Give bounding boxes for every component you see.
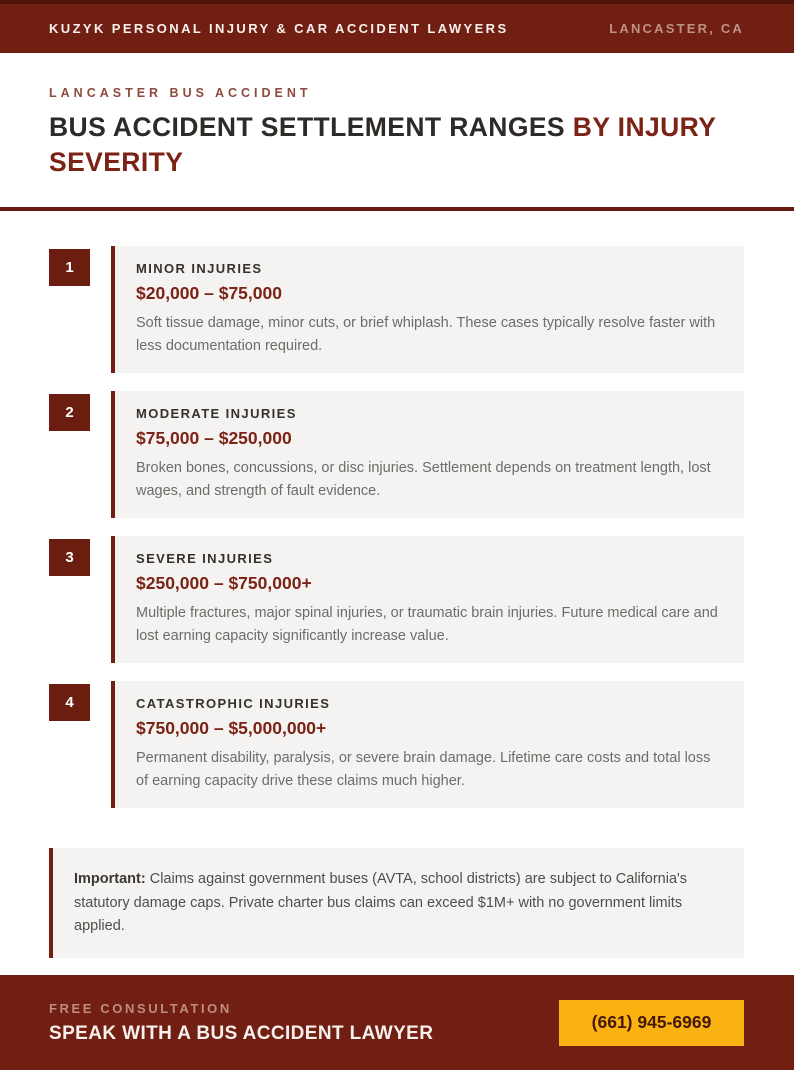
item-card: MODERATE INJURIES $75,000 – $250,000 Bro… — [111, 391, 744, 518]
footer-cta-bar: FREE CONSULTATION SPEAK WITH A BUS ACCID… — [0, 975, 794, 1070]
item-settlement-range: $20,000 – $75,000 — [136, 283, 282, 303]
item-title: MODERATE INJURIES — [136, 406, 297, 421]
item-card: MINOR INJURIES $20,000 – $75,000 Soft ti… — [111, 246, 744, 373]
item-description: Permanent disability, paralysis, or seve… — [136, 750, 711, 789]
page-title: BUS ACCIDENT SETTLEMENT RANGES BY INJURY… — [49, 110, 744, 180]
note-label: Important: — [74, 871, 146, 887]
phone-number-button[interactable]: (661) 945-6969 — [559, 999, 744, 1046]
footer-text-block: FREE CONSULTATION SPEAK WITH A BUS ACCID… — [49, 1001, 433, 1045]
item-number-badge: 2 — [49, 394, 90, 431]
item-title: SEVERE INJURIES — [136, 551, 274, 566]
item-settlement-range: $75,000 – $250,000 — [136, 428, 292, 448]
severity-item-1: 1 MINOR INJURIES $20,000 – $75,000 Soft … — [49, 246, 744, 373]
brand-name: KUZYK PERSONAL INJURY & CAR ACCIDENT LAW… — [49, 21, 509, 36]
item-description: Broken bones, concussions, or disc injur… — [136, 460, 711, 499]
important-note: Important: Claims against government bus… — [49, 848, 744, 958]
page-title-accent: BY INJURY SEVERITY — [49, 112, 716, 177]
page-title-dark: BUS ACCIDENT SETTLEMENT RANGES — [49, 112, 566, 142]
item-number-badge: 4 — [49, 684, 90, 721]
severity-list: 1 MINOR INJURIES $20,000 – $75,000 Soft … — [0, 211, 794, 826]
item-settlement-range: $250,000 – $750,000+ — [136, 573, 312, 593]
section-divider — [0, 207, 794, 211]
item-number-badge: 1 — [49, 249, 90, 286]
severity-item-4: 4 CATASTROPHIC INJURIES $750,000 – $5,00… — [49, 681, 744, 808]
item-title: MINOR INJURIES — [136, 261, 263, 276]
item-card: SEVERE INJURIES $250,000 – $750,000+ Mul… — [111, 536, 744, 663]
item-number-badge: 3 — [49, 539, 90, 576]
item-description: Soft tissue damage, minor cuts, or brief… — [136, 315, 716, 354]
item-card: CATASTROPHIC INJURIES $750,000 – $5,000,… — [111, 681, 744, 808]
hero-eyebrow: LANCASTER BUS ACCIDENT — [49, 86, 312, 100]
location-text: LANCASTER, CA — [609, 21, 744, 36]
hero-section: LANCASTER BUS ACCIDENT BUS ACCIDENT SETT… — [0, 53, 794, 180]
item-description: Multiple fractures, major spinal injurie… — [136, 605, 718, 644]
footer-eyebrow: FREE CONSULTATION — [49, 1000, 232, 1016]
item-settlement-range: $750,000 – $5,000,000+ — [136, 718, 327, 738]
severity-item-2: 2 MODERATE INJURIES $75,000 – $250,000 B… — [49, 391, 744, 518]
header-bar: KUZYK PERSONAL INJURY & CAR ACCIDENT LAW… — [0, 0, 794, 53]
footer-headline: SPEAK WITH A BUS ACCIDENT LAWYER — [49, 1022, 434, 1044]
severity-item-3: 3 SEVERE INJURIES $250,000 – $750,000+ M… — [49, 536, 744, 663]
item-title: CATASTROPHIC INJURIES — [136, 696, 331, 711]
note-text: Claims against government buses (AVTA, s… — [74, 871, 688, 934]
